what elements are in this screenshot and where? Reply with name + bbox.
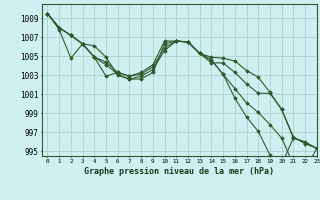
X-axis label: Graphe pression niveau de la mer (hPa): Graphe pression niveau de la mer (hPa) [84, 167, 274, 176]
